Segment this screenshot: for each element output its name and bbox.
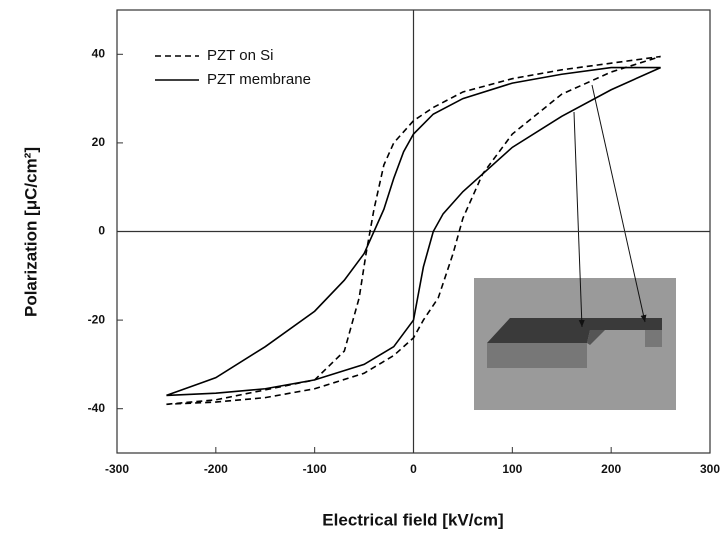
x-tick-label: 300 (700, 462, 720, 476)
x-tick-label: 200 (601, 462, 621, 476)
legend-label: PZT on Si (207, 47, 273, 64)
legend-label: PZT membrane (207, 71, 311, 88)
x-tick-label: -100 (303, 462, 327, 476)
series-line (166, 55, 661, 406)
y-tick-label: -20 (88, 312, 106, 326)
y-tick-label: 40 (92, 46, 106, 60)
y-axis-title: Polarization [μC/cm²] (21, 147, 40, 317)
inset-support (645, 330, 662, 347)
inset-top (487, 318, 662, 343)
inset-membrane (587, 330, 605, 345)
x-tick-label: 100 (502, 462, 522, 476)
inset (474, 278, 676, 410)
x-tick-label: -200 (204, 462, 228, 476)
x-axis-title: Electrical field [kV/cm] (322, 510, 503, 529)
y-tick-label: 20 (92, 135, 106, 149)
inset-side (487, 343, 587, 368)
arrow (591, 84, 647, 323)
y-tick-label: 0 (98, 224, 105, 238)
y-tick-label: -40 (88, 401, 106, 415)
series-line (166, 66, 661, 397)
x-tick-label: 0 (410, 462, 417, 476)
x-tick-label: -300 (105, 462, 129, 476)
arrow (573, 111, 585, 328)
